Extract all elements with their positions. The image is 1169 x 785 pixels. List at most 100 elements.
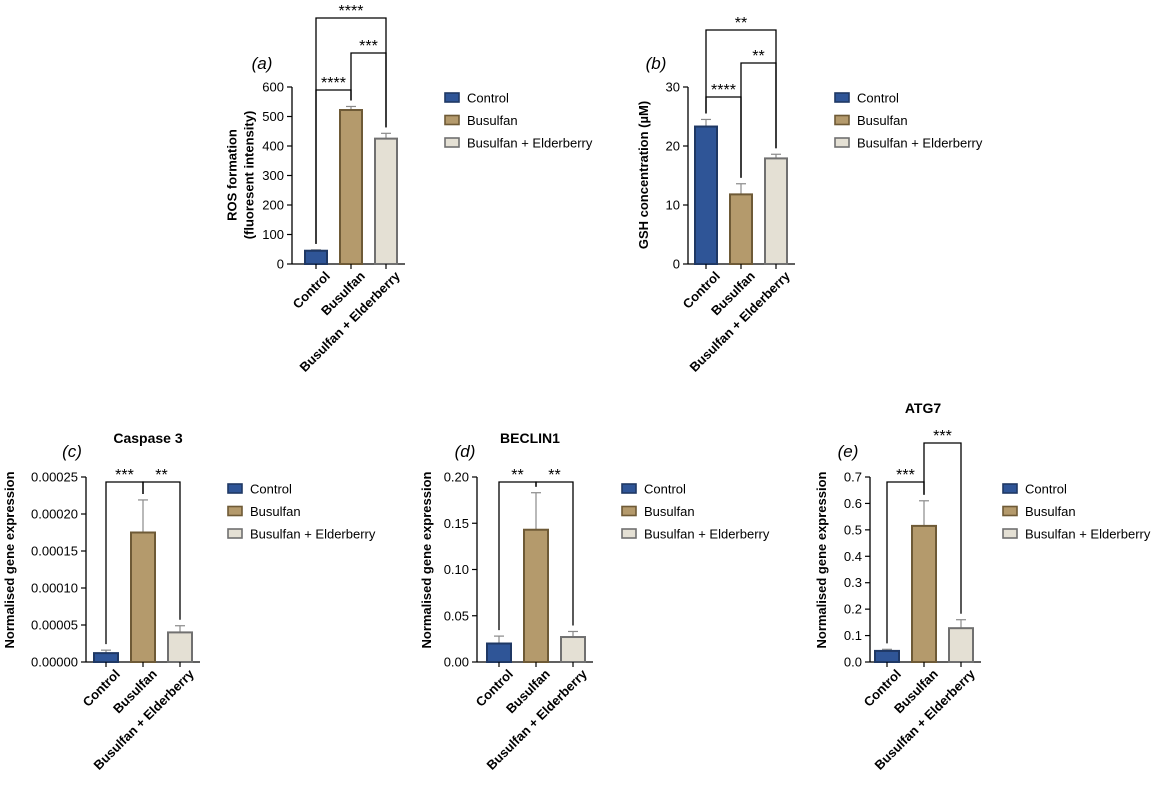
significance-label: ****	[321, 75, 346, 92]
bar-control	[874, 649, 900, 664]
y-tick-label: 0.00025	[31, 470, 78, 485]
y-tick-label: 0.2	[844, 602, 862, 617]
y-tick-label: 0	[277, 257, 284, 272]
y-tick-label: 0.05	[444, 608, 469, 623]
panel-label: (a)	[252, 54, 273, 73]
y-tick-label: 600	[262, 80, 284, 95]
significance-bracket	[923, 442, 962, 614]
legend-label: Busulfan + Elderberry	[857, 136, 983, 151]
legend-swatch-elder	[834, 137, 850, 148]
significance-label: ***	[896, 467, 915, 484]
chart-panel-a: (a) ROS formation (fluoresent intensity) 0 1…	[225, 3, 593, 375]
y-tick-label: 0.6	[844, 496, 862, 511]
bar-control	[694, 125, 718, 265]
legend-swatch-busulfan	[444, 114, 460, 126]
bar-busulfan	[523, 528, 549, 663]
bar-elder	[167, 631, 193, 664]
legend-label: Control	[644, 482, 686, 497]
legend-label: Busulfan + Elderberry	[644, 527, 770, 542]
y-tick-label: 0.00000	[31, 655, 78, 670]
legend: Control Busulfan Busulfan + Elderberry	[834, 91, 983, 151]
chart-panel-c: Caspase 3 (c) Normalised gene expression 0.…	[2, 430, 376, 773]
panel-label: (d)	[455, 442, 476, 461]
significance-label: **	[735, 15, 747, 32]
significance-label: **	[752, 48, 764, 65]
y-tick-label: 0.1	[844, 628, 862, 643]
y-tick-label: 0.4	[844, 549, 862, 564]
chart-panel-d: BECLIN1 (d) Normalised gene expression 0.00…	[419, 430, 770, 773]
chart-title: BECLIN1	[500, 430, 560, 446]
legend-swatch-control	[834, 92, 850, 103]
y-tick-label: 20	[666, 139, 680, 154]
significance-bracket	[142, 481, 181, 620]
y-tick-label: 0.00020	[31, 507, 78, 522]
legend-label: Busulfan	[857, 113, 908, 128]
significance-bracket	[535, 481, 574, 626]
chart-panel-b: (b) GSH concentration (µM) 0 10 20 30 Control B…	[636, 15, 983, 375]
legend-label: Control	[857, 91, 899, 106]
legend: Control Busulfan Busulfan + Elderberry	[444, 91, 593, 151]
legend-swatch-control	[227, 483, 243, 494]
y-tick-label: 300	[262, 168, 284, 183]
bar-busulfan	[339, 109, 363, 266]
significance-label: ***	[115, 467, 134, 484]
y-tick-label: 0.10	[444, 562, 469, 577]
legend: Control Busulfan Busulfan + Elderberry	[227, 482, 376, 542]
y-tick-label: 0.15	[444, 516, 469, 531]
legend-swatch-busulfan	[227, 505, 243, 517]
y-tick-label: 30	[666, 80, 680, 95]
significance-label: ***	[359, 38, 378, 55]
chart-panel-e: ATG7 (e) Normalised gene expression 0.0 0.1 0…	[814, 400, 1151, 773]
legend: Control Busulfan Busulfan + Elderberry	[621, 482, 770, 542]
y-tick-label: 0.0	[844, 655, 862, 670]
y-tick-label: 500	[262, 109, 284, 124]
bar-elder	[560, 636, 586, 664]
y-axis-title: Normalised gene expression	[419, 471, 434, 648]
significance-label: **	[548, 467, 560, 484]
bar-elder	[948, 627, 974, 664]
legend-swatch-busulfan	[621, 505, 637, 517]
legend-swatch-elder	[1002, 528, 1018, 539]
legend-label: Control	[1025, 482, 1067, 497]
y-axis-title: ROS formation	[225, 129, 240, 221]
significance-bracket	[315, 17, 387, 244]
legend-label: Busulfan	[467, 113, 518, 128]
significance-label: ***	[933, 428, 952, 445]
bar-busulfan	[911, 524, 937, 664]
bar-control	[486, 642, 512, 663]
legend-swatch-control	[444, 92, 460, 103]
y-axis-title: GSH concentration (µM)	[636, 101, 651, 249]
legend-swatch-elder	[444, 137, 460, 148]
y-tick-label: 0.00010	[31, 581, 78, 596]
y-axis-title: Normalised gene expression	[2, 471, 17, 648]
y-tick-label: 200	[262, 198, 284, 213]
y-axis-title: (fluoresent intensity)	[242, 111, 257, 240]
legend-swatch-busulfan	[834, 114, 850, 126]
panel-label: (e)	[838, 442, 859, 461]
y-tick-label: 400	[262, 139, 284, 154]
legend-swatch-elder	[227, 528, 243, 539]
y-tick-label: 0.00005	[31, 618, 78, 633]
legend-label: Busulfan + Elderberry	[1025, 527, 1151, 542]
legend: Control Busulfan Busulfan + Elderberry	[1002, 482, 1151, 542]
chart-title: Caspase 3	[113, 430, 182, 446]
legend-swatch-elder	[621, 528, 637, 539]
y-tick-label: 0.3	[844, 575, 862, 590]
significance-bracket	[705, 29, 777, 149]
y-tick-label: 0.5	[844, 522, 862, 537]
y-tick-label: 0	[673, 257, 680, 272]
y-tick-label: 0.00	[444, 655, 469, 670]
significance-label: **	[511, 467, 523, 484]
legend-label: Control	[250, 482, 292, 497]
legend-label: Busulfan	[1025, 504, 1076, 519]
bar-busulfan	[729, 193, 753, 266]
y-axis-title: Normalised gene expression	[814, 471, 829, 648]
bar-control	[93, 652, 119, 663]
legend-label: Busulfan	[250, 504, 301, 519]
legend-swatch-control	[1002, 483, 1018, 494]
legend-swatch-control	[621, 483, 637, 494]
y-tick-label: 0.00015	[31, 544, 78, 559]
chart-title: ATG7	[905, 400, 942, 416]
legend-label: Control	[467, 91, 509, 106]
bar-elder	[764, 157, 788, 265]
